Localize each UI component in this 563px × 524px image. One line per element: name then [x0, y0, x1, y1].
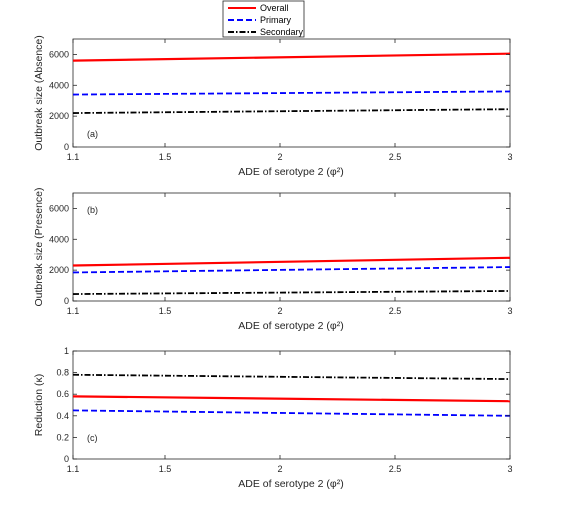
- x-tick-label-b: 1.5: [159, 306, 172, 316]
- ticks-layer-c: 1.1 1.5 2 2.5 3 0 0.2 0.4 0.6 0.8 1: [56, 346, 512, 474]
- series-line-secondary-c: [72, 373, 511, 380]
- legend-label-primary: Primary: [260, 15, 291, 25]
- x-tick-label-c: 1.5: [159, 464, 172, 474]
- y-tick-label-c: 0.8: [56, 368, 69, 378]
- y-tick-label-a: 2000: [49, 111, 69, 121]
- series-line-secondary-a: [72, 108, 511, 114]
- y-axis-label-a: Outbreak size (Absence): [33, 35, 45, 151]
- series-layer-a: [72, 52, 511, 114]
- chart-panel-b: 1.1 1.5 2 2.5 3 0 2000 4000 6000 (b) ADE of sero…: [33, 187, 513, 332]
- plot-area-b: [72, 192, 511, 302]
- y-tick-label-b: 4000: [49, 234, 69, 244]
- series-layer-b: [72, 256, 511, 295]
- series-layer-c: [72, 373, 511, 417]
- y-tick-label-c: 0: [64, 454, 69, 464]
- panel-label-b: (b): [87, 205, 98, 215]
- x-tick-label-c: 2: [277, 464, 282, 474]
- x-tick-label-b: 1.1: [67, 306, 80, 316]
- x-tick-label-a: 3: [507, 152, 512, 162]
- x-tick-label-c: 2.5: [389, 464, 402, 474]
- series-line-primary-a: [72, 90, 511, 96]
- legend-label-overall: Overall: [260, 3, 289, 13]
- series-line-overall-b: [72, 256, 511, 267]
- y-tick-label-b: 2000: [49, 265, 69, 275]
- y-tick-label-c: 0.6: [56, 389, 69, 399]
- x-tick-label-b: 2: [277, 306, 282, 316]
- y-axis-label-b: Outbreak size (Presence): [33, 187, 45, 306]
- series-line-overall-a: [72, 52, 511, 62]
- x-axis-label-a: ADE of serotype 2 (φ²): [238, 166, 343, 178]
- ticks-layer-a: 1.1 1.5 2 2.5 3 0 2000 4000 6000: [49, 39, 513, 162]
- x-tick-label-a: 1.5: [159, 152, 172, 162]
- plot-area-c: [72, 350, 511, 460]
- panel-label-a: (a): [87, 129, 98, 139]
- y-tick-label-a: 6000: [49, 49, 69, 59]
- x-tick-label-c: 1.1: [67, 464, 80, 474]
- x-tick-label-a: 1.1: [67, 152, 80, 162]
- x-tick-label-c: 3: [507, 464, 512, 474]
- y-tick-label-b: 0: [64, 296, 69, 306]
- x-axis-label-b: ADE of serotype 2 (φ²): [238, 320, 343, 332]
- y-tick-label-b: 6000: [49, 203, 69, 213]
- y-tick-label-a: 4000: [49, 80, 69, 90]
- series-line-secondary-b: [72, 290, 511, 295]
- chart-panel-a: 1.1 1.5 2 2.5 3 0 2000 4000 6000 (a) ADE of sero…: [33, 35, 513, 178]
- chart-panel-c: 1.1 1.5 2 2.5 3 0 0.2 0.4 0.6 0.8 1 (c) ADE of ser…: [33, 346, 513, 490]
- y-tick-label-a: 0: [64, 142, 69, 152]
- y-tick-label-c: 0.4: [56, 411, 69, 421]
- y-tick-label-c: 0.2: [56, 432, 69, 442]
- legend: Overall Primary Secondary: [222, 0, 305, 38]
- x-axis-label-c: ADE of serotype 2 (φ²): [238, 478, 343, 490]
- x-tick-label-b: 3: [507, 306, 512, 316]
- series-line-primary-b: [72, 266, 511, 274]
- legend-entry-primary: Primary: [228, 15, 291, 25]
- ticks-layer-b: 1.1 1.5 2 2.5 3 0 2000 4000 6000: [49, 193, 513, 316]
- x-tick-label-a: 2: [277, 152, 282, 162]
- x-tick-label-a: 2.5: [389, 152, 402, 162]
- legend-label-secondary: Secondary: [260, 27, 304, 37]
- series-line-primary-c: [72, 409, 511, 417]
- legend-entry-overall: Overall: [228, 3, 289, 13]
- legend-entry-secondary: Secondary: [228, 27, 304, 37]
- x-tick-label-b: 2.5: [389, 306, 402, 316]
- series-line-overall-c: [72, 395, 511, 403]
- y-tick-label-c: 1: [64, 346, 69, 356]
- panel-label-c: (c): [87, 433, 98, 443]
- y-axis-label-c: Reduction (κ): [33, 374, 45, 436]
